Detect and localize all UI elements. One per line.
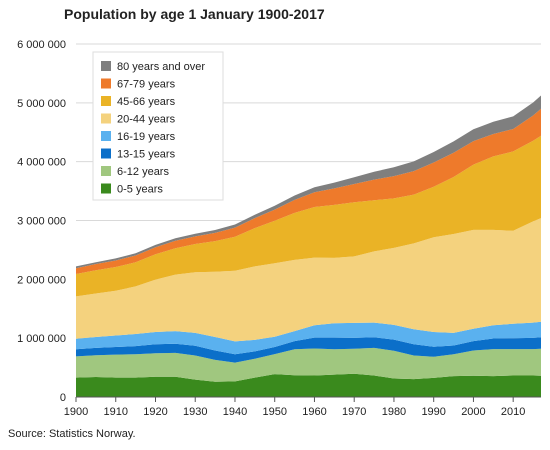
x-tick-label: 1930 [183,406,207,418]
stacked-areas [76,95,541,397]
area-series-2 [76,337,541,363]
x-tick-label: 2000 [461,406,485,418]
y-tick-label: 4 000 000 [17,157,66,169]
area-series-4 [76,218,541,342]
area-series-1 [76,347,541,382]
legend-swatch [101,78,111,89]
y-tick-label: 5 000 000 [17,98,66,110]
chart-title: Population by age 1 January 1900-2017 [64,6,325,22]
legend: 80 years and over 67-79 years 45-66 years 2… [92,51,224,201]
y-tick-label: 3 000 000 [17,216,66,228]
x-tick-label: 1960 [302,406,326,418]
legend-swatch [101,166,111,176]
x-tick-label: 1950 [262,406,286,418]
chart-source: Source: Statistics Norway. [8,428,136,440]
y-tick-label: 2 000 000 [17,274,66,286]
legend-label: 16-19 years [117,131,176,143]
x-tick-label: 1970 [342,406,366,418]
x-tick-label: 1940 [223,406,247,418]
area-series-5 [76,135,541,297]
axes: 0 1 000 000 2 000 000 3 000 000 4 000 000 5 0… [17,39,541,418]
legend-box [92,51,224,201]
legend-swatch [101,148,111,159]
legend-label: 13-15 years [117,149,176,161]
legend-label: 0-5 years [117,184,163,196]
x-tick-label: 1910 [104,406,128,418]
x-tick-label: 1900 [64,406,88,418]
y-tick-label: 1 000 000 [17,333,66,345]
legend-swatch [101,61,111,71]
x-tick-label: 1990 [421,406,445,418]
y-tick-label: 0 [60,392,66,404]
legend-label: 80 years and over [117,61,205,73]
legend-swatch [101,96,111,106]
legend-label: 45-66 years [117,96,176,108]
legend-label: 67-79 years [117,79,176,91]
legend-swatch [101,113,111,124]
x-tick-label: 1920 [143,406,167,418]
legend-swatch [101,183,111,194]
area-series-0 [76,373,541,397]
x-tick-label: 2010 [501,406,525,418]
legend-swatch [101,131,111,141]
legend-label: 20-44 years [117,114,176,126]
x-tick-label: 1980 [382,406,406,418]
area-series-3 [76,321,541,355]
y-tick-label: 6 000 000 [17,39,66,51]
legend-label: 6-12 years [117,166,169,178]
